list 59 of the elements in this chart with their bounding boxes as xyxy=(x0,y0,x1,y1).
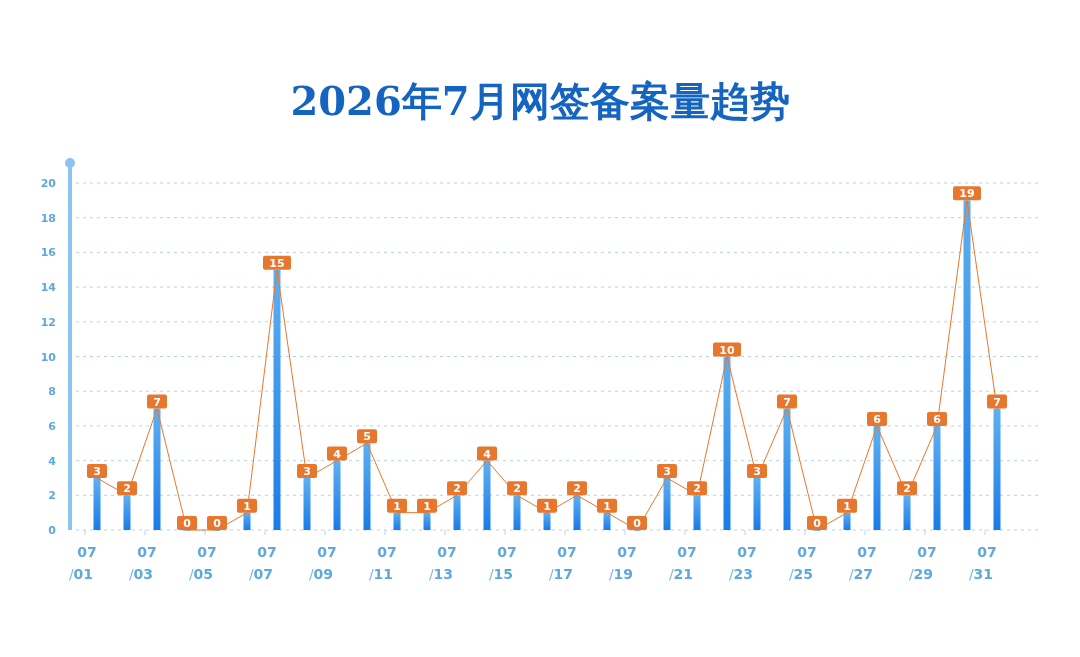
x-tick-label: 07/01 xyxy=(68,544,97,582)
x-tick-label: 07/11 xyxy=(368,544,397,582)
x-tick-label: 07/21 xyxy=(668,544,697,582)
data-label: 3 xyxy=(753,464,761,478)
data-label: 3 xyxy=(93,464,101,478)
x-tick-label: 07/29 xyxy=(908,544,937,582)
data-label: 1 xyxy=(843,499,851,513)
x-tick-label: 07/13 xyxy=(428,544,457,582)
y-tick-label: 20 xyxy=(40,177,57,190)
data-label: 6 xyxy=(933,412,942,426)
data-label: 2 xyxy=(513,482,521,496)
data-label: 7 xyxy=(783,395,791,409)
x-tick-label: 07/15 xyxy=(488,544,517,582)
data-label: 5 xyxy=(363,430,371,444)
y-tick-label: 4 xyxy=(48,454,57,468)
data-label: 2 xyxy=(453,482,461,496)
data-label: 7 xyxy=(993,395,1001,409)
y-tick-label: 8 xyxy=(48,385,56,399)
data-label: 1 xyxy=(423,499,431,513)
y-tick-label: 2 xyxy=(48,489,56,503)
x-tick-label: 07/09 xyxy=(308,544,337,582)
data-label: 3 xyxy=(303,464,311,478)
data-label: 4 xyxy=(483,447,492,461)
data-label: 2 xyxy=(573,482,581,496)
x-tick-label: 07/27 xyxy=(848,544,877,582)
y-tick-label: 18 xyxy=(40,211,56,225)
data-label: 6 xyxy=(873,412,882,426)
x-tick-label: 07/05 xyxy=(188,544,217,582)
x-tick-label: 07/17 xyxy=(548,544,577,582)
y-tick-label: 14 xyxy=(40,281,57,295)
data-label: 0 xyxy=(213,517,222,530)
y-tick-label: 6 xyxy=(48,419,57,433)
x-tick-label: 07/07 xyxy=(248,544,277,582)
data-label: 15 xyxy=(269,256,285,270)
data-label: 1 xyxy=(243,499,251,513)
data-label: 7 xyxy=(153,395,161,409)
data-label: 1 xyxy=(603,499,611,513)
data-label: 19 xyxy=(959,187,975,201)
data-label: 0 xyxy=(813,517,822,530)
x-tick-label: 07/23 xyxy=(728,544,757,582)
y-tick-label: 16 xyxy=(40,246,57,260)
chart-title: 2026年7月网签备案量趋势 xyxy=(290,77,790,124)
x-tick-label: 07/25 xyxy=(788,544,817,582)
x-tick-label: 07/31 xyxy=(968,544,997,582)
data-label: 2 xyxy=(903,482,911,496)
data-label: 3 xyxy=(663,464,671,478)
data-label: 4 xyxy=(333,447,342,461)
y-tick-label: 12 xyxy=(40,315,56,329)
x-tick-label: 07/19 xyxy=(608,544,637,582)
y-tick-label: 0 xyxy=(48,524,57,537)
data-label: 2 xyxy=(123,482,131,496)
data-label: 0 xyxy=(183,517,192,530)
y-tick-label: 10 xyxy=(40,350,57,364)
data-label: 1 xyxy=(543,499,551,513)
data-label: 0 xyxy=(633,517,642,530)
data-label: 1 xyxy=(393,499,401,513)
data-label: 2 xyxy=(693,482,701,496)
data-label: 10 xyxy=(719,343,735,357)
x-tick-label: 07/03 xyxy=(128,544,157,582)
